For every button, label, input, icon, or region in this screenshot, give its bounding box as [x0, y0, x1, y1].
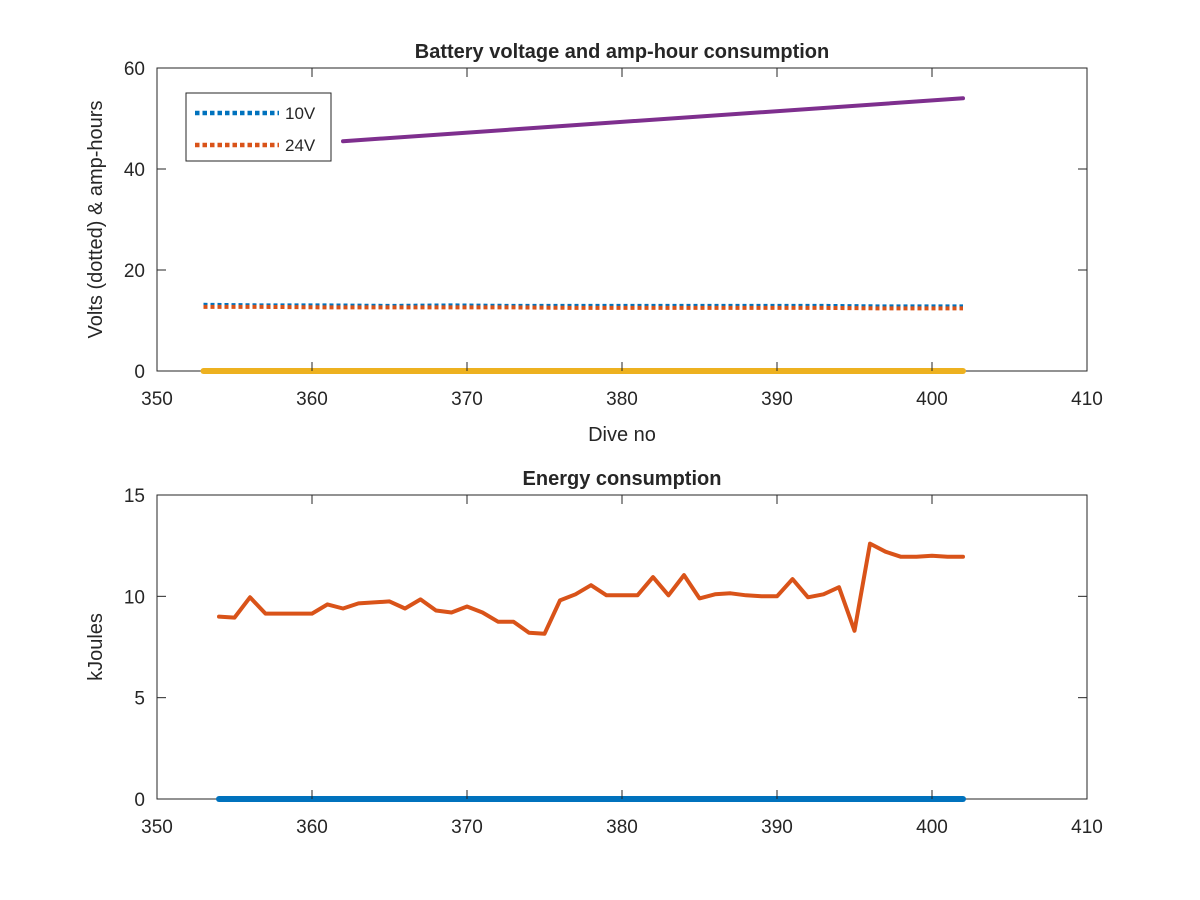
voltage-series-group: [200, 96, 966, 374]
voltage-series-line-24v: [203, 304, 963, 311]
voltage-x-tick-label: 380: [606, 389, 638, 410]
energy-x-tick-label: 380: [606, 817, 638, 838]
voltage-x-axis-label: Dive no: [588, 424, 656, 446]
energy-series-group: [216, 541, 966, 802]
energy-y-tick-label: 0: [134, 790, 145, 811]
energy-series-line-1: [217, 541, 965, 636]
legend-label-10v: 10V: [285, 104, 316, 123]
energy-x-tick-label: 410: [1071, 817, 1103, 838]
energy-y-tick-label: 10: [124, 587, 145, 608]
voltage-y-axis-label: Volts (dotted) & amp-hours: [85, 101, 107, 339]
voltage-series-line-3: [341, 96, 965, 144]
energy-plot-frame: [156, 494, 1088, 800]
voltage-x-tick-label: 390: [761, 389, 793, 410]
energy-x-tick-label: 400: [916, 817, 948, 838]
voltage-y-tick-label: 40: [124, 160, 145, 181]
voltage-y-tick-label: 60: [124, 59, 145, 80]
energy-x-tick-label: 360: [296, 817, 328, 838]
energy-subplot: 350 360 370 380 390 400 410 0 5 10 15 Energy consu…: [85, 468, 1103, 838]
voltage-axis-ticks: 350 360 370 380 390 400 410 0 20 40 60: [124, 59, 1103, 410]
energy-chart-title: Energy consumption: [523, 468, 722, 490]
voltage-x-tick-label: 400: [916, 389, 948, 410]
energy-x-tick-label: 350: [141, 817, 173, 838]
voltage-x-tick-label: 360: [296, 389, 328, 410]
voltage-chart-title: Battery voltage and amp-hour consumption: [415, 41, 829, 63]
voltage-x-tick-label: 350: [141, 389, 173, 410]
voltage-subplot: 350 360 370 380 390 400 410 0 20 40 60 Battery vol…: [85, 41, 1103, 446]
voltage-y-tick-label: 20: [124, 261, 145, 282]
energy-axis-ticks: 350 360 370 380 390 400 410 0 5 10 15: [124, 486, 1103, 838]
energy-x-tick-label: 370: [451, 817, 483, 838]
legend-box: [185, 92, 332, 162]
voltage-legend: 10V 24V: [185, 92, 332, 162]
energy-y-tick-label: 5: [134, 689, 145, 710]
energy-y-axis-label: kJoules: [85, 613, 107, 681]
energy-y-tick-label: 15: [124, 486, 145, 507]
voltage-x-tick-label: 370: [451, 389, 483, 410]
energy-x-tick-label: 390: [761, 817, 793, 838]
legend-label-24v: 24V: [285, 136, 316, 155]
voltage-y-tick-label: 0: [134, 362, 145, 383]
voltage-x-tick-label: 410: [1071, 389, 1103, 410]
